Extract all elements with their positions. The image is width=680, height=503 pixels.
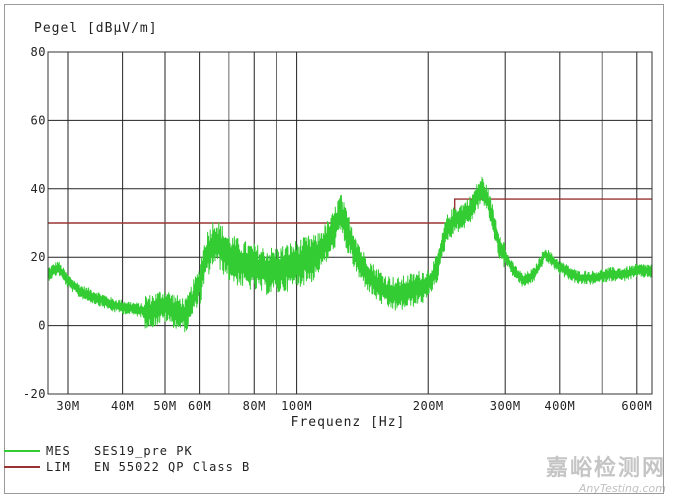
legend-entry-mes: MES SES19_pre PK	[4, 443, 193, 459]
x-tick-label: 400M	[544, 399, 575, 413]
plot-border	[47, 51, 653, 395]
x-tick-label: 40M	[111, 399, 134, 413]
legend-swatch-mes	[4, 450, 40, 452]
x-tick-label: 200M	[413, 399, 444, 413]
x-tick-label: 600M	[621, 399, 652, 413]
y-tick-label: 40	[31, 182, 46, 196]
legend-key-lim: LIM	[46, 460, 71, 474]
x-tick-label: 50M	[153, 399, 176, 413]
series-lim-line	[48, 198, 652, 224]
legend: MES SES19_pre PK LIM EN 55022 QP Class B	[4, 442, 660, 476]
y-tick-label: 80	[31, 45, 46, 59]
chart-frame	[4, 4, 664, 494]
x-tick-label: 60M	[188, 399, 211, 413]
legend-entry-lim: LIM EN 55022 QP Class B	[4, 459, 250, 475]
y-tick-label: 0	[38, 319, 46, 333]
legend-label-mes: SES19_pre PK	[94, 444, 193, 458]
measurement-series-layer	[47, 176, 653, 333]
x-tick-label: 80M	[243, 399, 266, 413]
y-tick-labels: 80 60 40 20 0 -20	[23, 45, 46, 401]
series-mes-line	[47, 176, 653, 333]
legend-swatch-lim	[4, 466, 40, 468]
y-tick-label: 60	[31, 113, 46, 127]
y-tick-label: -20	[23, 387, 46, 401]
x-tick-label: 100M	[281, 399, 312, 413]
limit-series-layer	[48, 198, 652, 224]
x-tick-labels: 30M 40M 50M 60M 80M 100M 200M 300M 400M 600M	[56, 399, 652, 413]
y-tick-label: 20	[31, 250, 46, 264]
x-tick-label: 30M	[56, 399, 79, 413]
x-tick-label: 300M	[490, 399, 521, 413]
legend-label-lim: EN 55022 QP Class B	[94, 460, 251, 474]
x-axis-label: Frequenz [Hz]	[291, 415, 406, 430]
y-axis-label: Pegel [dBµV/m]	[34, 21, 158, 36]
legend-key-mes: MES	[46, 444, 71, 458]
